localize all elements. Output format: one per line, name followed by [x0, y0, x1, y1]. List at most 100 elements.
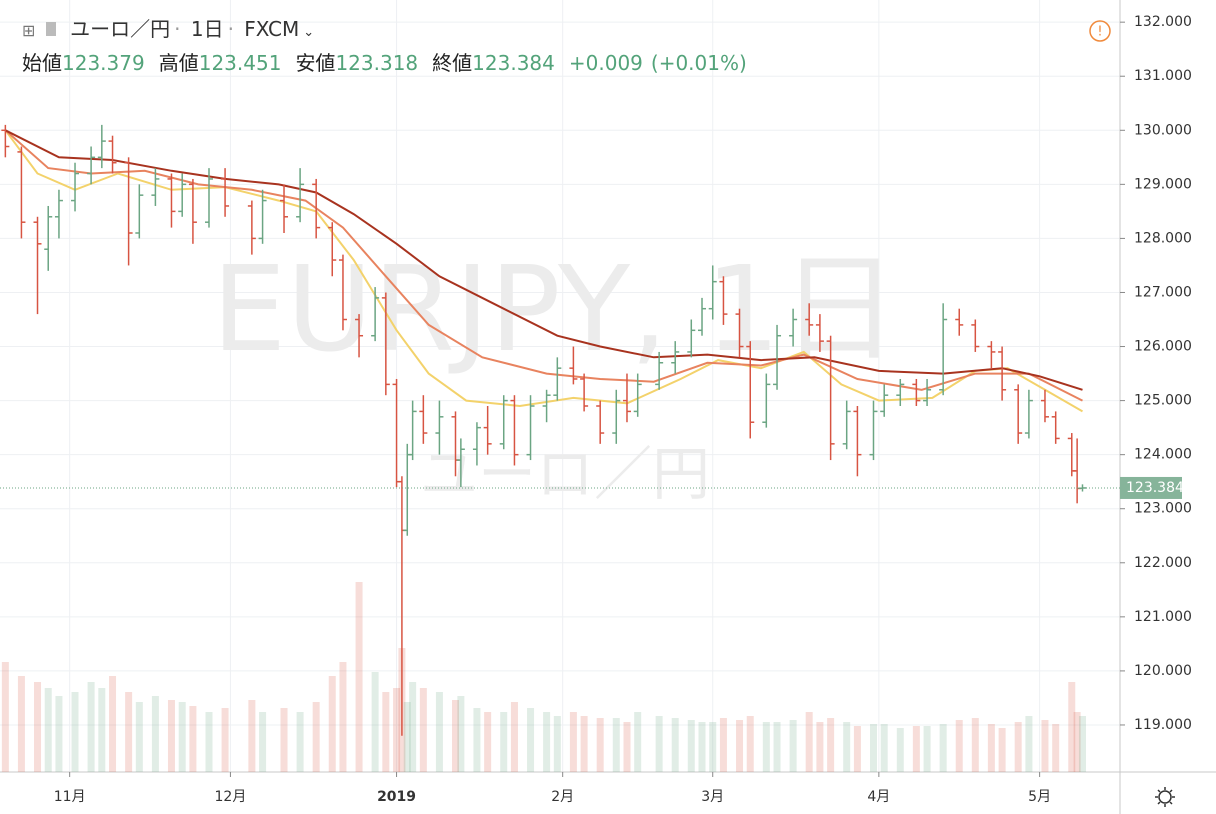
volume-bar: [403, 702, 411, 772]
volume-bar: [393, 688, 401, 772]
change: +0.009: [568, 51, 643, 75]
y-tick-label: 124.000: [1134, 447, 1192, 463]
volume-bar: [816, 722, 824, 772]
volume-bar: [473, 708, 481, 772]
volume-bar: [709, 722, 717, 772]
settings-icon[interactable]: [1155, 787, 1175, 807]
volume-bar: [762, 722, 770, 772]
watermark-symbol: EURJPY, 1日: [212, 240, 898, 378]
settings-teeth: [1155, 787, 1175, 807]
x-tick-label: 2019: [377, 789, 416, 805]
volume-bar: [543, 712, 551, 772]
volume-bar: [328, 676, 336, 772]
volume-bar: [939, 724, 947, 772]
y-tick-label: 130.000: [1134, 122, 1192, 138]
watermark-description: ユーロ／円: [420, 440, 710, 508]
volume-bar: [553, 716, 561, 772]
volume-bar: [805, 712, 813, 772]
volume-bar: [409, 682, 417, 772]
volume-bar: [1078, 716, 1086, 772]
volume-bar: [596, 718, 604, 772]
volume-bar: [527, 708, 535, 772]
volume-bar: [923, 726, 931, 772]
volume-bar: [55, 696, 63, 772]
volume-bar: [296, 712, 304, 772]
volume-bar: [1073, 712, 1081, 772]
volume-bar: [312, 702, 320, 772]
volume-bar: [1014, 722, 1022, 772]
volume-bar: [484, 712, 492, 772]
y-tick-label: 119.000: [1134, 717, 1192, 733]
volume-bar: [736, 720, 744, 772]
volume-bar: [34, 682, 42, 772]
x-tick-label: 5月: [1028, 789, 1051, 805]
y-tick-label: 127.000: [1134, 284, 1192, 300]
last-price-label: 123.384: [1126, 480, 1184, 496]
header-ohlc-row: 始値123.379 高値123.451 安値123.318 終値123.384 +0.0…: [22, 48, 747, 78]
y-tick-label: 122.000: [1134, 555, 1192, 571]
volume-bar: [248, 700, 256, 772]
ohlc-value: 123.451: [198, 51, 282, 75]
volume-bar: [580, 716, 588, 772]
expand-icon[interactable]: ⊞: [22, 21, 36, 40]
volume-bar: [221, 708, 229, 772]
volume-bar: [17, 676, 25, 772]
header-symbol-row: ⊞ ユーロ／円 · 1日 · FXCM ⌄: [22, 17, 315, 41]
volume-bar: [987, 724, 995, 772]
x-tick-label: 2月: [551, 789, 574, 805]
volume-bar: [634, 712, 642, 772]
y-tick-label: 126.000: [1134, 339, 1192, 355]
volume-bar: [98, 688, 106, 772]
y-tick-label: 120.000: [1134, 663, 1192, 679]
y-tick-label: 128.000: [1134, 230, 1192, 246]
ohlc-value: 123.379: [62, 51, 145, 75]
volume-bar: [655, 716, 663, 772]
volume-bar: [853, 726, 861, 772]
volume-bar: [789, 720, 797, 772]
volume-bar: [419, 688, 427, 772]
volume-bar: [371, 672, 379, 772]
alert-icon[interactable]: [1089, 20, 1111, 42]
last-price-box: [1120, 476, 1182, 499]
exchange[interactable]: FXCM: [244, 17, 300, 41]
y-tick-label: 132.000: [1134, 14, 1192, 30]
volume-bar: [452, 700, 460, 772]
ohlc-label: 始値: [22, 51, 62, 75]
volume-bar: [178, 702, 186, 772]
volume-bar: [500, 712, 508, 772]
ohlc-label: 安値: [295, 51, 336, 75]
x-tick-label: 3月: [701, 789, 724, 805]
volume-bar: [280, 708, 288, 772]
volume-bar: [569, 712, 577, 772]
volume-bar: [205, 712, 213, 772]
volume-bar: [355, 582, 363, 772]
flag-icon: [45, 22, 56, 36]
volume-bar: [189, 706, 197, 772]
volume-bar: [109, 676, 117, 772]
volume-bar: [44, 688, 52, 772]
volume-bar: [1052, 724, 1060, 772]
volume-bar: [71, 692, 79, 772]
volume-bar: [382, 692, 390, 772]
change-pct: (+0.01%): [650, 51, 747, 75]
ohlc-value: 123.384: [472, 51, 555, 75]
volume-bar: [339, 662, 347, 772]
volume-bar: [1025, 716, 1033, 772]
volume-bar: [827, 718, 835, 772]
ohlc-value: 123.318: [335, 51, 419, 75]
settings-gear: [1158, 790, 1172, 804]
alert-icon-mark: !: [1097, 25, 1102, 40]
volume-bar: [1, 662, 9, 772]
volume-bar: [869, 724, 877, 772]
volume-bar: [896, 728, 904, 772]
volume-bar: [457, 696, 465, 772]
volume-bar: [125, 692, 133, 772]
volume-bar: [435, 692, 443, 772]
symbol[interactable]: ユーロ／円: [70, 17, 171, 41]
interval[interactable]: 1日: [190, 17, 224, 41]
y-tick-label: 125.000: [1134, 393, 1192, 409]
volume-bar: [167, 700, 175, 772]
volume-bar: [719, 718, 727, 772]
y-tick-label: 123.000: [1134, 501, 1192, 517]
volume-bar: [612, 718, 620, 772]
